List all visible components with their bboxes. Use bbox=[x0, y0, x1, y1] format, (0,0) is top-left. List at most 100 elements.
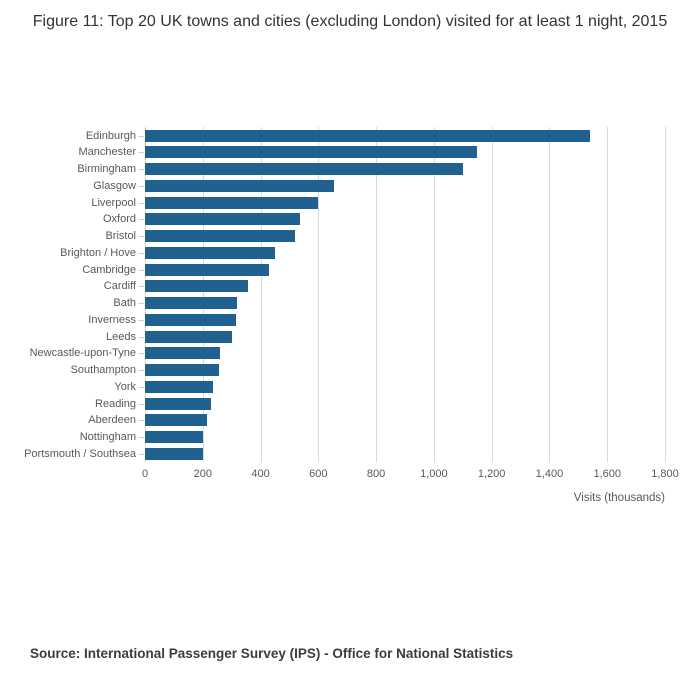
chart-row: Nottingham bbox=[80, 429, 665, 446]
bar bbox=[145, 280, 248, 293]
y-tick-mark bbox=[139, 420, 144, 422]
y-axis-label: Brighton / Hove bbox=[60, 246, 136, 259]
y-axis-label: Reading bbox=[95, 397, 136, 410]
gridline bbox=[318, 127, 320, 463]
x-axis: 0 200 400 600 800 1,000 1,200 1,400 1,600 1,800 bbox=[142, 468, 679, 490]
y-axis-label: Portsmouth / Southsea bbox=[24, 447, 136, 460]
y-tick-mark bbox=[139, 386, 144, 388]
bar bbox=[145, 431, 203, 444]
gridline bbox=[607, 127, 609, 463]
y-tick-mark bbox=[139, 202, 144, 204]
bar bbox=[145, 414, 208, 427]
gridline bbox=[260, 127, 262, 463]
chart-row: Birmingham bbox=[77, 161, 665, 178]
y-axis-label: Edinburgh bbox=[85, 129, 136, 142]
bar bbox=[145, 380, 213, 393]
bar-track bbox=[145, 230, 665, 243]
bar-track bbox=[145, 414, 665, 427]
bar-track bbox=[145, 129, 665, 142]
y-tick-mark bbox=[139, 353, 144, 355]
bar bbox=[145, 447, 203, 460]
x-tick-label: 200 bbox=[193, 468, 212, 481]
bar-track bbox=[145, 364, 665, 377]
chart-row: Aberdeen bbox=[88, 412, 665, 429]
y-tick-mark bbox=[139, 437, 144, 439]
y-axis-label: Cardiff bbox=[103, 280, 136, 293]
y-tick-mark bbox=[139, 185, 144, 187]
gridline bbox=[145, 127, 146, 463]
bar-track bbox=[145, 280, 665, 293]
chart-row: Edinburgh bbox=[86, 127, 665, 144]
bar-track bbox=[145, 397, 665, 410]
chart-row: Liverpool bbox=[91, 194, 665, 211]
x-tick-label: 1,000 bbox=[420, 468, 448, 481]
bar bbox=[145, 313, 236, 326]
y-tick-mark bbox=[139, 336, 144, 338]
y-tick-mark bbox=[139, 169, 144, 171]
chart-row: Newcastle-upon-Tyne bbox=[30, 345, 665, 362]
y-axis-label: Liverpool bbox=[91, 196, 136, 209]
y-tick-mark bbox=[139, 319, 144, 321]
chart-rows: Edinburgh Manchester Birmingham Glasgow Live… bbox=[24, 127, 665, 462]
y-axis-label: Glasgow bbox=[93, 179, 136, 192]
y-tick-mark bbox=[139, 252, 144, 254]
chart-row: Bristol bbox=[105, 228, 665, 245]
bar-track bbox=[145, 330, 665, 343]
x-axis-label: Visits (thousands) bbox=[573, 492, 665, 505]
y-tick-mark bbox=[139, 370, 144, 372]
y-axis-label: Southampton bbox=[70, 364, 136, 377]
y-tick-mark bbox=[139, 403, 144, 405]
bar-track bbox=[145, 297, 665, 310]
y-axis-label: Cambridge bbox=[82, 263, 136, 276]
y-axis-label: Inverness bbox=[88, 313, 136, 326]
bar bbox=[145, 129, 590, 142]
bar bbox=[145, 364, 219, 377]
y-axis-label: Bristol bbox=[105, 230, 136, 243]
x-tick-label: 400 bbox=[251, 468, 270, 481]
y-tick-mark bbox=[139, 152, 144, 154]
chart-row: Cambridge bbox=[82, 261, 665, 278]
chart-row: Bath bbox=[113, 295, 665, 312]
bar bbox=[145, 213, 300, 226]
x-tick-label: 1,800 bbox=[651, 468, 679, 481]
chart-row: Reading bbox=[95, 395, 665, 412]
x-tick-label: 600 bbox=[309, 468, 328, 481]
y-axis-label: Oxford bbox=[102, 213, 136, 226]
y-tick-mark bbox=[139, 135, 144, 137]
bar-track bbox=[145, 213, 665, 226]
bar-track bbox=[145, 347, 665, 360]
bar-track bbox=[145, 263, 665, 276]
bar bbox=[145, 397, 212, 410]
y-tick-mark bbox=[139, 453, 144, 455]
bar bbox=[145, 246, 275, 259]
chart-title: Figure 11: Top 20 UK towns and cities (e… bbox=[32, 13, 668, 30]
bar-track bbox=[145, 246, 665, 259]
bar-track bbox=[145, 196, 665, 209]
x-tick-label: 1,600 bbox=[593, 468, 621, 481]
y-axis-label: Birmingham bbox=[77, 163, 136, 176]
bar bbox=[145, 163, 463, 176]
x-tick-label: 1,400 bbox=[535, 468, 564, 481]
y-tick-mark bbox=[139, 236, 144, 238]
chart-row: York bbox=[114, 378, 665, 395]
chart-row: Oxford bbox=[103, 211, 665, 228]
bar bbox=[145, 179, 335, 192]
chart-row: Glasgow bbox=[93, 177, 665, 194]
y-axis-label: Nottingham bbox=[79, 431, 136, 444]
chart-row: Manchester bbox=[79, 144, 665, 161]
y-axis-label: Manchester bbox=[78, 146, 136, 159]
bar bbox=[145, 196, 319, 209]
x-tick-label: 1,200 bbox=[477, 468, 506, 481]
y-axis-label: Bath bbox=[113, 297, 136, 310]
gridline bbox=[376, 127, 378, 463]
bar bbox=[145, 330, 232, 343]
y-axis-label: Leeds bbox=[106, 330, 136, 343]
bar-track bbox=[145, 146, 665, 159]
chart-row: Portsmouth / Southsea bbox=[24, 445, 665, 462]
bar bbox=[145, 347, 221, 360]
gridline bbox=[433, 127, 435, 463]
chart-row: Southampton bbox=[71, 362, 665, 379]
y-tick-mark bbox=[139, 219, 144, 221]
plot-area: Edinburgh Manchester Birmingham Glasgow Live… bbox=[24, 127, 666, 463]
chart-row: Inverness bbox=[88, 311, 665, 328]
